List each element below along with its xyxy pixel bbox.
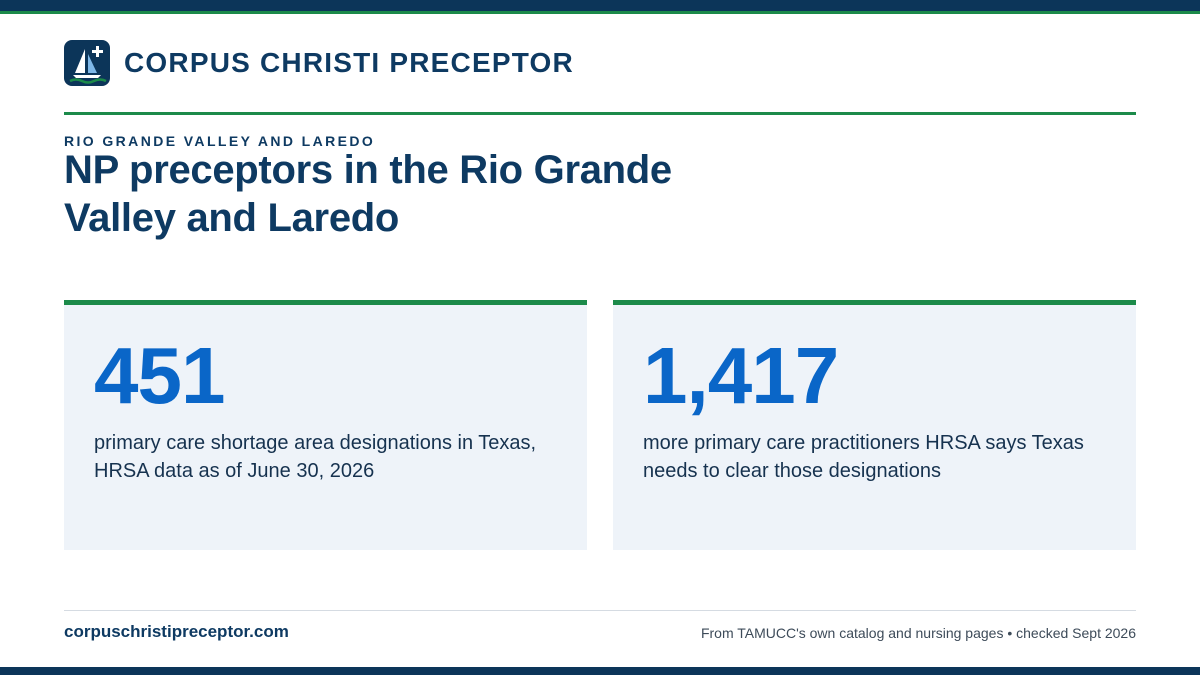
header-divider bbox=[64, 112, 1136, 115]
page-title: NP preceptors in the Rio Grande Valley a… bbox=[64, 148, 672, 240]
stat-card-shortage-areas: 451 primary care shortage area designati… bbox=[64, 300, 587, 550]
sailboat-cross-icon bbox=[64, 40, 110, 86]
eyebrow-label: RIO GRANDE VALLEY AND LAREDO bbox=[64, 133, 376, 149]
brand-name: CORPUS CHRISTI PRECEPTOR bbox=[124, 47, 574, 78]
top-green-stripe bbox=[0, 11, 1200, 14]
site-url: corpuschristipreceptor.com bbox=[64, 622, 289, 641]
footer-divider bbox=[64, 610, 1136, 611]
brand-header: CORPUS CHRISTI PRECEPTOR bbox=[64, 40, 574, 86]
stat-value: 451 bbox=[94, 331, 225, 420]
stat-card-practitioners-needed: 1,417 more primary care practitioners HR… bbox=[613, 300, 1136, 550]
stat-description: primary care shortage area designations … bbox=[94, 432, 537, 482]
stat-value: 1,417 bbox=[643, 331, 839, 420]
source-note: From TAMUCC's own catalog and nursing pa… bbox=[700, 625, 1136, 641]
top-accent-bar bbox=[0, 0, 1200, 14]
bottom-accent-bar bbox=[0, 667, 1200, 675]
stat-description: more primary care practitioners HRSA say… bbox=[643, 432, 1084, 482]
